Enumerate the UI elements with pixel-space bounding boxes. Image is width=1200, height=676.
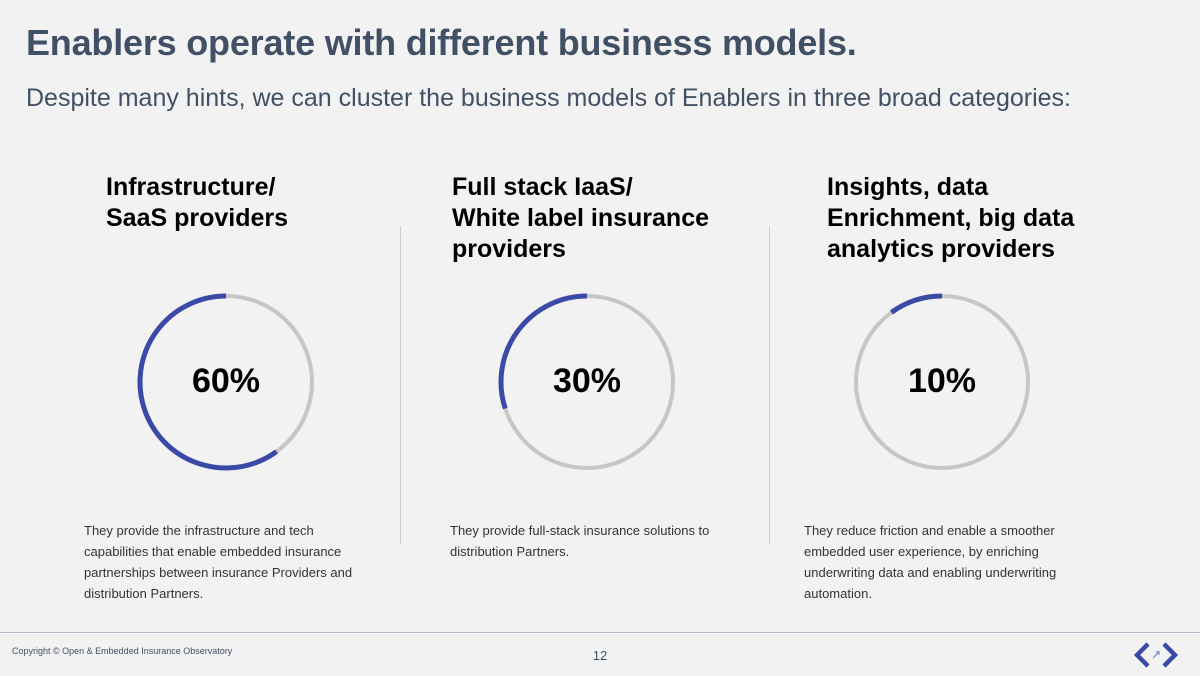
percent-label: 30% [552,362,622,400]
page-subtitle: Despite many hints, we can cluster the b… [26,84,1071,112]
footer-divider [0,632,1200,633]
donut-value-arc [137,293,279,471]
donut-value-arc [498,293,588,410]
donut-chart-insights [854,293,1030,470]
category-column-insights: Insights, data Enrichment, big data anal… [804,172,1127,612]
donut-value-arc [889,293,943,315]
category-description: They provide the infrastructure and tech… [84,523,353,601]
column-divider [400,226,401,544]
category-column-full-stack: Full stack IaaS/ White label insurance p… [450,172,752,612]
observatory-logo-icon [1134,642,1178,668]
page-number: 12 [592,648,608,663]
percent-label: 60% [191,362,261,400]
category-description: They reduce friction and enable a smooth… [804,523,1057,601]
category-column-infrastructure: Infrastructure/ SaaS providers 60% They … [84,172,406,612]
category-description: They provide full-stack insurance soluti… [450,523,710,559]
page-title: Enablers operate with different business… [26,22,857,63]
percent-label: 10% [907,362,977,400]
donut-chart-infrastructure [137,293,314,471]
copyright-notice: Copyright © Open & Embedded Insurance Ob… [12,646,233,656]
category-heading: Full stack IaaS/ White label insurance p… [452,173,710,263]
column-divider [769,226,770,544]
category-heading: Insights, data Enrichment, big data anal… [827,173,1075,263]
donut-chart-full-stack [498,293,675,470]
category-heading: Infrastructure/ SaaS providers [106,173,289,232]
